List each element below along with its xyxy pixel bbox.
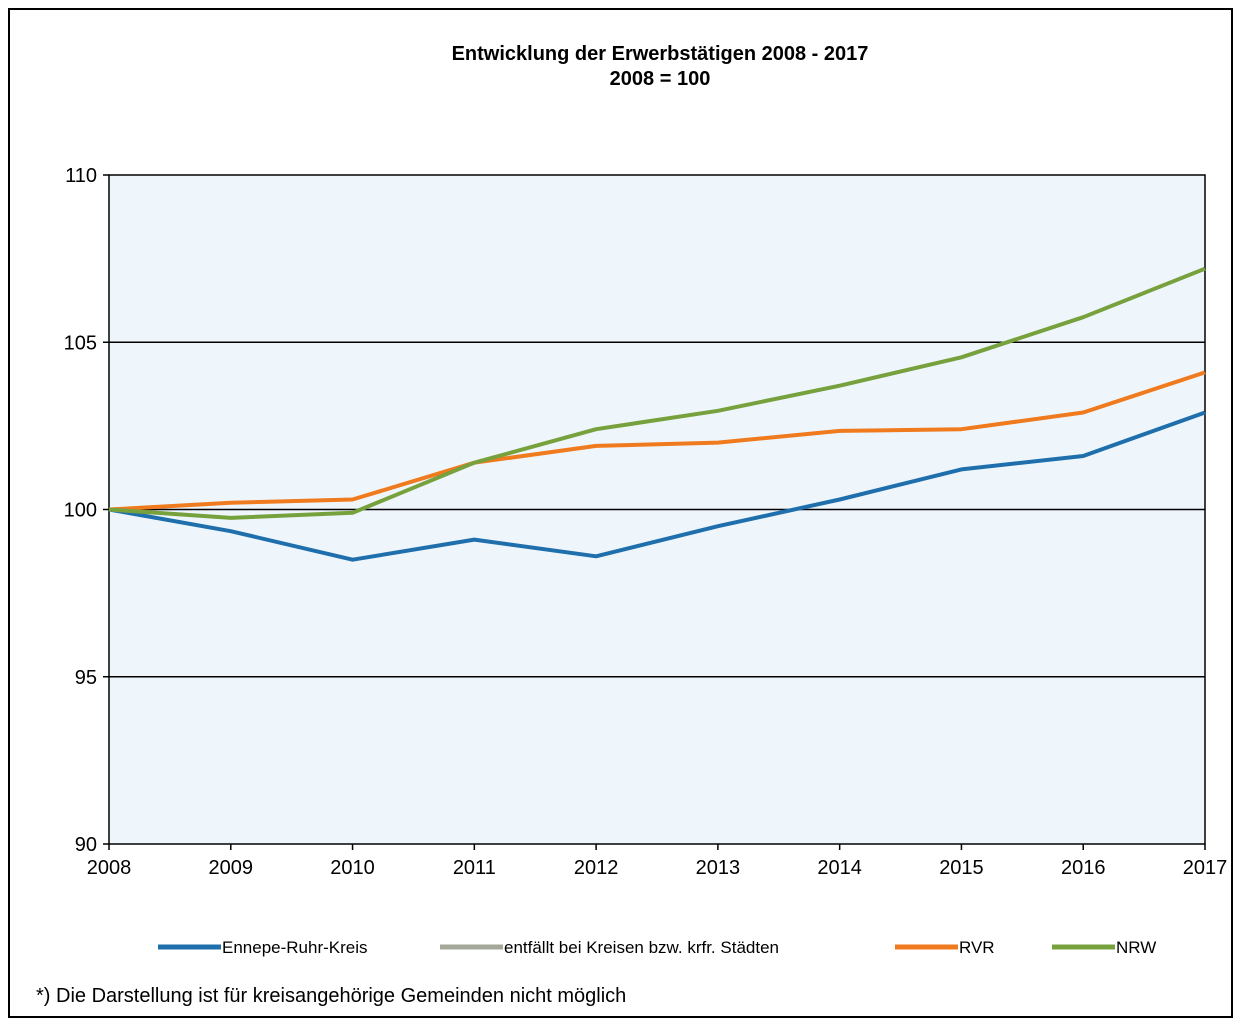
- x-tick-label-2012: 2012: [574, 857, 619, 879]
- x-tick-label-2014: 2014: [817, 857, 862, 879]
- y-tick-label-100: 100: [64, 500, 97, 522]
- chart-subtitle: 2008 = 100: [610, 68, 711, 90]
- legend-label-0: Ennepe-Ruhr-Kreis: [222, 938, 368, 957]
- x-tick-label-2008: 2008: [87, 857, 132, 879]
- y-tick-label-110: 110: [65, 165, 97, 187]
- x-tick-label-2009: 2009: [209, 857, 254, 879]
- chart-title: Entwicklung der Erwerbstätigen 2008 - 20…: [452, 43, 869, 65]
- x-tick-label-2013: 2013: [696, 857, 741, 879]
- x-tick-label-2016: 2016: [1061, 857, 1106, 879]
- legend-label-3: NRW: [1116, 938, 1156, 957]
- series-line-2: [108, 370, 1206, 512]
- series-line-0: [108, 410, 1206, 562]
- y-tick-label-95: 95: [75, 667, 97, 689]
- footnote: *) Die Darstellung ist für kreisangehöri…: [36, 985, 627, 1007]
- axes: 90 95 100 105 110 2008 2009 2010 2011 2012 2013 201…: [64, 165, 1228, 879]
- x-tick-label-2011: 2011: [453, 857, 496, 879]
- gridlines: [109, 341, 1205, 678]
- legend: Ennepe-Ruhr-Kreis entfällt bei Kreisen bz…: [158, 938, 1156, 957]
- legend-label-2: RVR: [959, 938, 995, 957]
- legend-label-1: entfällt bei Kreisen bzw. krfr. Städten: [504, 938, 779, 957]
- series-lines: [108, 266, 1206, 562]
- x-tick-label-2017: 2017: [1183, 857, 1228, 879]
- series-line-3: [108, 266, 1206, 520]
- x-tick-label-2010: 2010: [330, 857, 375, 879]
- x-tick-label-2015: 2015: [939, 857, 984, 879]
- y-tick-label-90: 90: [75, 834, 97, 856]
- y-tick-label-105: 105: [64, 332, 97, 354]
